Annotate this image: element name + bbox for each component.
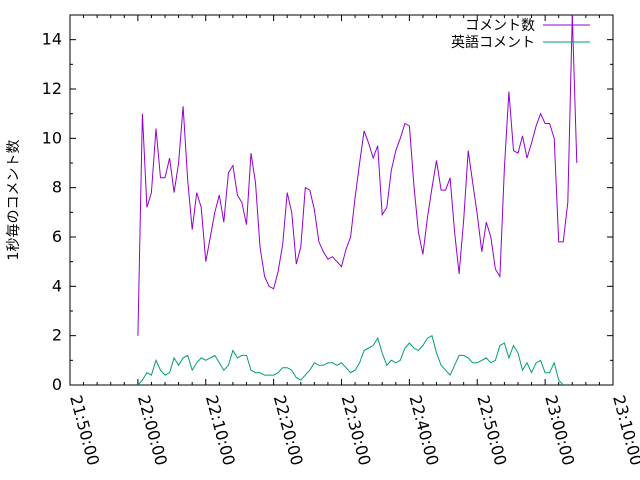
x-tick-label: 21:50:00 <box>66 393 103 467</box>
series-line-1 <box>137 14 578 336</box>
plot-border <box>69 14 614 386</box>
y-tick-label: 0 <box>52 375 62 394</box>
y-tick-label: 12 <box>42 79 62 98</box>
x-tick-label: 23:10:00 <box>609 393 640 467</box>
x-tick-label: 22:40:00 <box>406 393 443 467</box>
y-axis-label: 1秒毎のコメント数 <box>6 140 22 261</box>
x-tick-label: 22:50:00 <box>473 393 510 467</box>
legend-label-1: コメント数 <box>465 18 535 34</box>
x-tick-label: 23:00:00 <box>541 393 578 467</box>
y-tick-label: 4 <box>52 276 62 295</box>
x-tick-label: 22:20:00 <box>270 393 307 467</box>
y-tick-label: 6 <box>52 227 62 246</box>
y-tick-label: 2 <box>52 326 62 345</box>
x-tick-label: 22:00:00 <box>134 393 171 467</box>
legend-label-2: 英語コメント <box>451 34 535 51</box>
x-tick-label: 22:10:00 <box>202 393 239 467</box>
y-tick-label: 14 <box>42 30 62 49</box>
x-tick-label: 22:30:00 <box>338 393 375 467</box>
series-layer <box>137 14 578 386</box>
axes-layer: 0 2 4 6 8 10 12 14 21:50:00 22:00:00 22:10:00 22:20… <box>42 14 640 467</box>
y-tick-label: 8 <box>52 178 62 197</box>
y-tick-label: 10 <box>42 128 62 147</box>
series-line-2 <box>137 334 564 386</box>
